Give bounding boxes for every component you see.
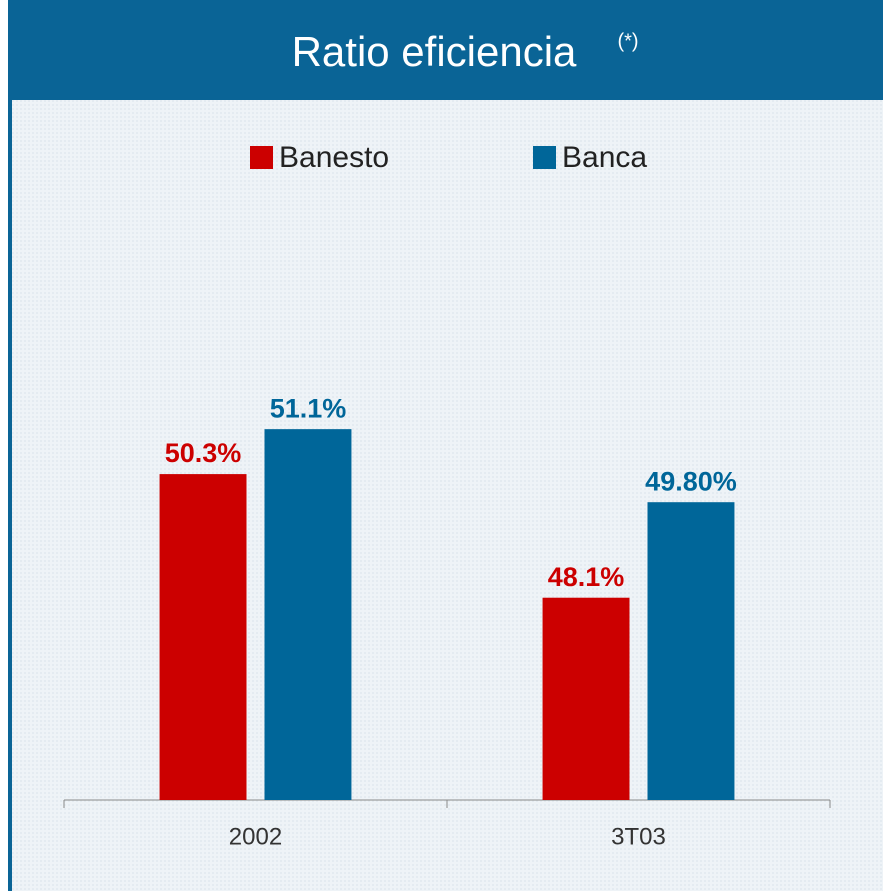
bar	[159, 474, 247, 800]
x-tick-label: 3T03	[611, 823, 666, 850]
legend-label: Banca	[562, 141, 647, 174]
bar	[647, 502, 735, 800]
chart-title: Ratio eficiencia	[292, 28, 577, 75]
legend-swatch	[533, 146, 556, 169]
data-label: 50.3%	[165, 438, 242, 468]
panel	[8, 0, 883, 891]
data-label: 49.80%	[645, 466, 737, 496]
legend-label: Banesto	[279, 141, 389, 174]
data-label: 48.1%	[548, 562, 625, 592]
x-tick-label: 2002	[229, 823, 282, 850]
title-superscript: (*)	[617, 30, 638, 52]
legend-swatch	[250, 146, 273, 169]
data-label: 51.1%	[270, 393, 347, 423]
header	[8, 0, 883, 100]
panel-border	[8, 0, 12, 891]
bar	[264, 429, 352, 800]
bar	[542, 597, 630, 800]
